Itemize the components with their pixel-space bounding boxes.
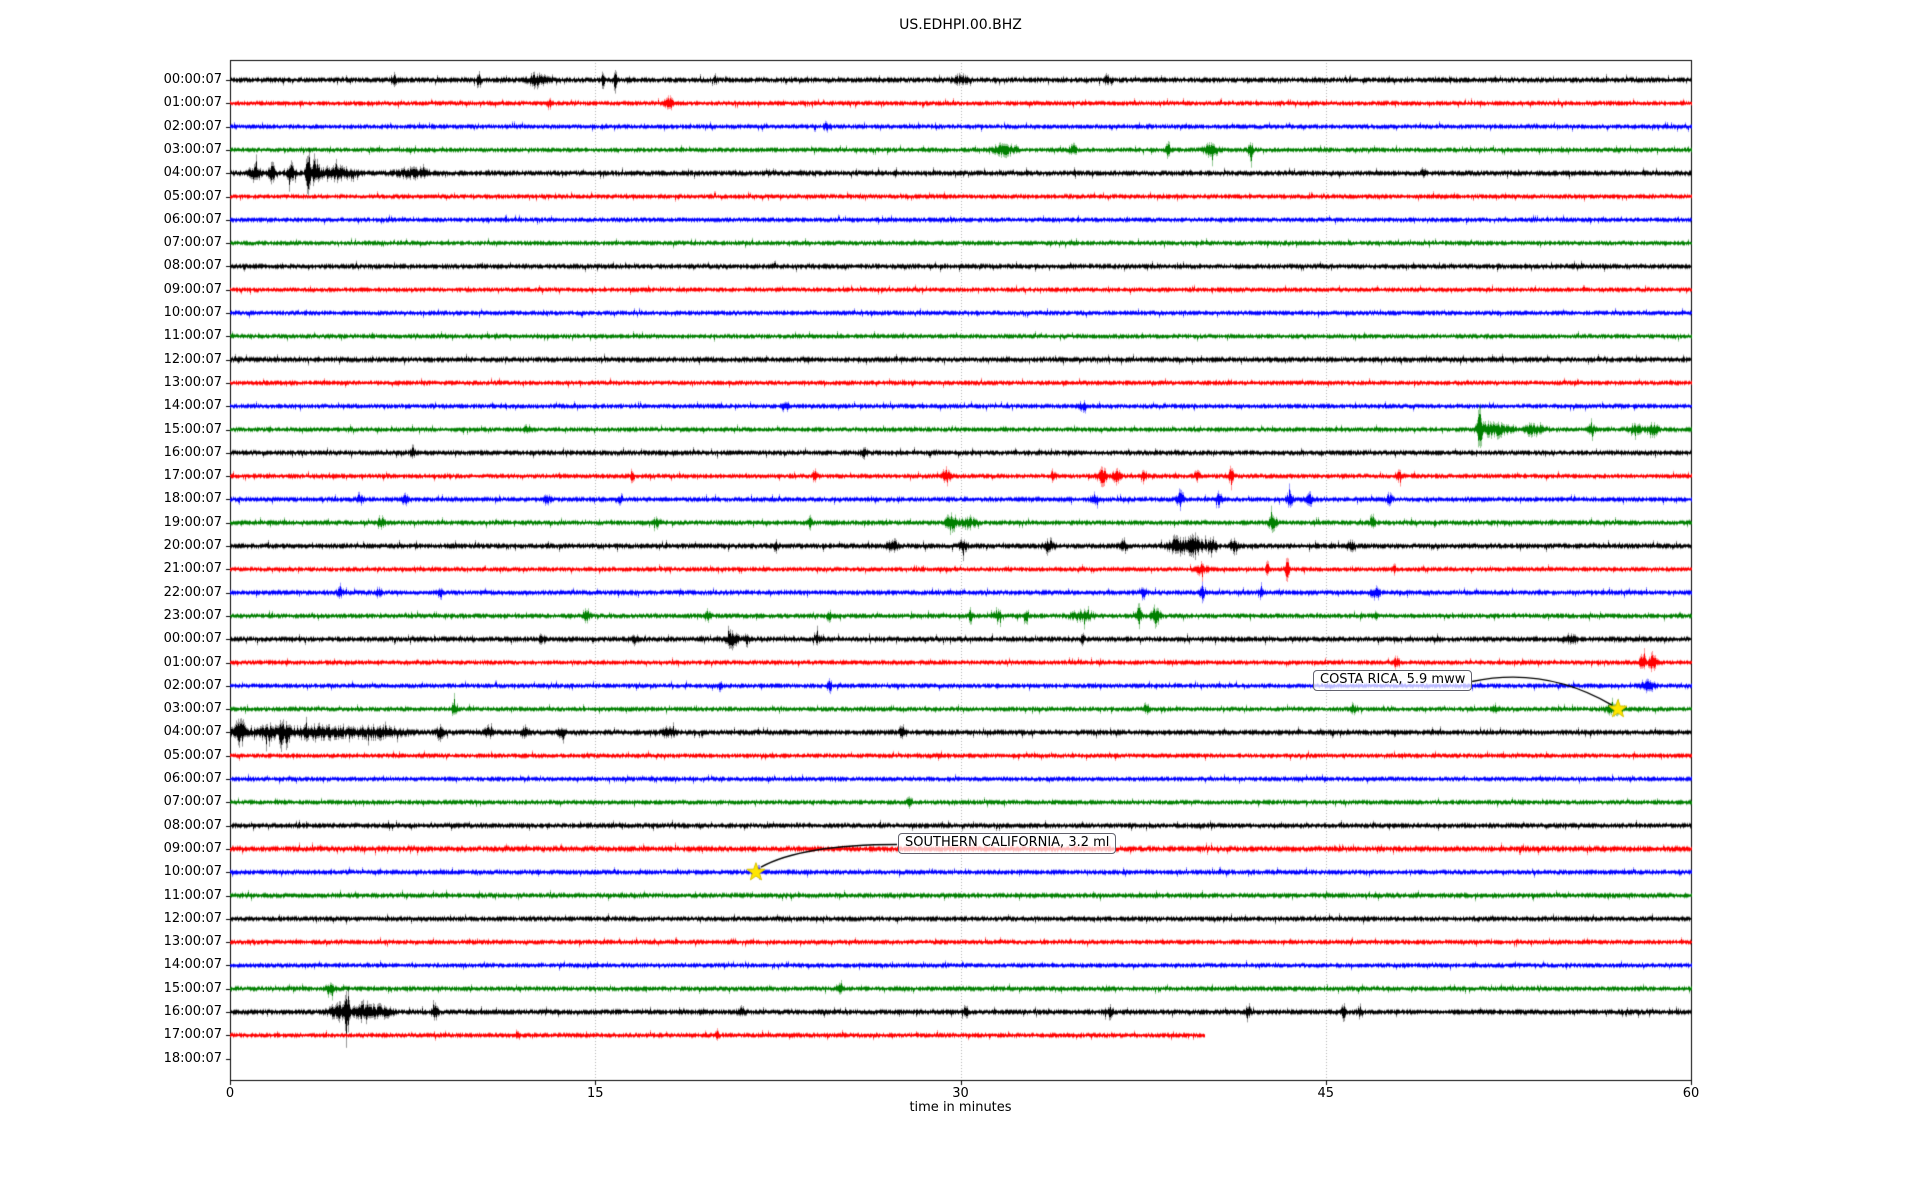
y-tick-label: 03:00:07 [163, 701, 222, 717]
y-tick-label: 21:00:07 [163, 561, 222, 577]
y-tick-label: 16:00:07 [163, 1004, 222, 1019]
y-tick-label: 23:00:07 [163, 607, 222, 623]
y-tick-label: 07:00:07 [163, 794, 222, 810]
x-tick-label: 30 [952, 1086, 969, 1101]
annotation-southern-california: SOUTHERN CALIFORNIA, 3.2 ml [898, 833, 1117, 854]
y-tick-label: 08:00:07 [163, 258, 222, 274]
y-tick-label: 14:00:07 [163, 398, 222, 414]
y-tick-label: 01:00:07 [163, 654, 222, 670]
y-tick-label: 05:00:07 [163, 747, 222, 763]
y-tick-label: 11:00:07 [163, 887, 222, 903]
y-tick-label: 16:00:07 [163, 444, 222, 460]
y-tick-label: 00:00:07 [163, 631, 222, 647]
y-tick-label: 05:00:07 [163, 188, 222, 204]
y-tick-label: 13:00:07 [163, 934, 222, 950]
y-tick-label: 06:00:07 [163, 771, 222, 786]
y-tick-label: 20:00:07 [163, 538, 222, 553]
x-tick-label: 45 [1317, 1086, 1335, 1101]
y-tick-label: 19:00:07 [163, 514, 222, 530]
y-tick-label: 03:00:07 [163, 141, 222, 157]
y-tick-label: 18:00:07 [163, 491, 222, 507]
y-tick-label: 15:00:07 [163, 980, 222, 996]
y-tick-label: 10:00:07 [163, 305, 222, 320]
y-tick-label: 12:00:07 [163, 910, 222, 926]
y-tick-label: 02:00:07 [163, 677, 222, 693]
y-tick-label: 17:00:07 [163, 1027, 222, 1043]
x-axis-label: time in minutes [909, 1100, 1012, 1115]
x-tick-label: 15 [586, 1086, 604, 1101]
y-tick-label: 15:00:07 [163, 421, 222, 437]
y-tick-label: 04:00:07 [163, 165, 222, 181]
y-tick-label: 17:00:07 [163, 468, 222, 484]
y-tick-label: 14:00:07 [163, 957, 222, 973]
x-tick-label: 60 [1682, 1086, 1700, 1101]
y-tick-label: 13:00:07 [163, 374, 222, 390]
y-tick-label: 12:00:07 [163, 351, 222, 367]
y-tick-label: 07:00:07 [163, 235, 222, 251]
y-tick-label: 10:00:07 [163, 864, 222, 880]
annotation-costa-rica: COSTA RICA, 5.9 mww [1313, 670, 1473, 691]
y-tick-label: 04:00:07 [163, 724, 222, 740]
y-tick-label: 22:00:07 [163, 584, 222, 600]
y-tick-label: 09:00:07 [163, 281, 222, 297]
y-tick-label: 18:00:07 [163, 1050, 222, 1066]
y-tick-label: 09:00:07 [163, 840, 222, 856]
y-tick-label: 11:00:07 [163, 328, 222, 344]
y-tick-label: 02:00:07 [163, 118, 222, 134]
chart-title: US.EDHPI.00.BHZ [899, 17, 1022, 33]
y-tick-label: 00:00:07 [163, 72, 222, 87]
y-tick-label: 08:00:07 [163, 817, 222, 833]
y-tick-label: 01:00:07 [163, 95, 222, 111]
y-tick-label: 06:00:07 [163, 211, 222, 227]
x-tick-label: 0 [225, 1086, 235, 1101]
